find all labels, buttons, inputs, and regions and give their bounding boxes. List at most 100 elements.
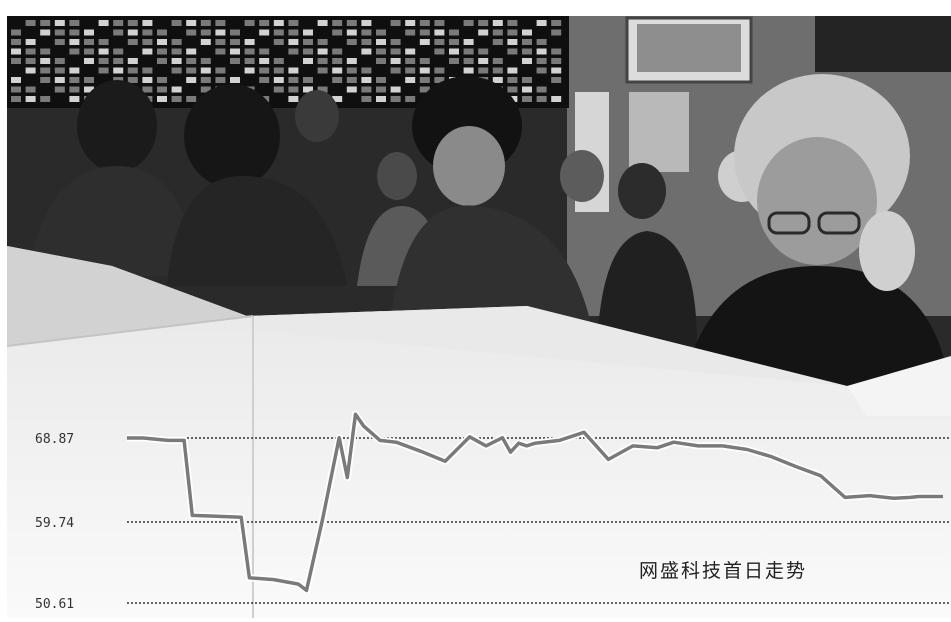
quote-board-cell [186, 48, 197, 55]
dark-window [815, 16, 951, 72]
quote-board-cell [405, 67, 416, 74]
quote-board-cell [317, 48, 328, 55]
quote-board-cell [434, 20, 445, 26]
chart-title: 网盛科技首日走势 [639, 560, 807, 582]
quote-board-cell [244, 58, 255, 64]
quote-board-cell [142, 29, 153, 36]
quote-board-cell [361, 29, 372, 36]
quote-board-cell [113, 48, 124, 55]
quote-board-cell [551, 77, 562, 83]
quote-board-cell [317, 20, 328, 26]
quote-board-cell [142, 67, 153, 74]
quote-board-cell [40, 58, 51, 64]
quote-board-cell [54, 58, 65, 64]
quote-board-cell [273, 29, 284, 36]
quote-board-cell [273, 58, 284, 64]
quote-board-cell [361, 48, 372, 55]
quote-board-cell [390, 48, 401, 55]
quote-board-cell [69, 39, 80, 45]
quote-board-cell [230, 48, 240, 55]
quote-board-cell [522, 77, 532, 83]
quote-board-cell [25, 67, 36, 74]
y-tick-label: 59.74 [35, 516, 74, 531]
quote-board-cell [288, 20, 299, 26]
quote-board-cell [449, 29, 459, 36]
quote-board-cell [25, 58, 36, 64]
quote-board-cell [230, 77, 240, 83]
quote-board-cell [405, 58, 416, 64]
quote-board-cell [434, 48, 445, 55]
quote-board-cell [551, 20, 562, 26]
quote-board-cell [259, 29, 270, 36]
quote-board-cell [113, 67, 124, 74]
quote-board-cell [361, 86, 372, 93]
quote-board-cell [346, 67, 357, 74]
quote-board-cell [11, 77, 21, 83]
quote-board-cell [288, 48, 299, 55]
quote-board-cell [405, 20, 416, 26]
quote-board-cell [346, 39, 357, 45]
quote-board-cell [186, 77, 197, 83]
quote-board-cell [361, 39, 372, 45]
quote-board-cell [25, 86, 36, 93]
quote-board-cell [98, 20, 109, 26]
quote-board-cell [157, 77, 167, 83]
quote-board-cell [69, 96, 80, 102]
quote-board-cell [230, 58, 240, 64]
quote-board-cell [113, 20, 124, 26]
quote-board-cell [405, 29, 416, 36]
quote-board-cell [507, 67, 518, 74]
quote-board-cell [127, 77, 138, 83]
quote-board-cell [463, 48, 474, 55]
quote-board-cell [127, 20, 138, 26]
quote-board-cell [259, 67, 270, 74]
quote-board-cell [463, 67, 474, 74]
quote-board-cell [244, 39, 255, 45]
quote-board-cell [230, 29, 240, 36]
quote-board-cell [157, 96, 167, 102]
quote-board-cell [463, 39, 474, 45]
quote-board-cell [551, 67, 562, 74]
quote-board-cell [11, 96, 21, 102]
quote-board-cell [157, 29, 167, 36]
quote-board-cell [157, 48, 167, 55]
quote-board-cell [171, 67, 182, 74]
quote-board-cell [54, 86, 65, 93]
quote-board-cell [200, 86, 211, 93]
quote-board-cell [507, 39, 518, 45]
quote-board-cell [11, 48, 21, 55]
quote-board-cell [492, 77, 503, 83]
quote-board-cell [522, 58, 532, 64]
quote-board-cell [84, 39, 94, 45]
quote-board-cell [157, 86, 167, 93]
quote-board-cell [449, 48, 459, 55]
quote-board-cell [536, 48, 547, 55]
quote-board-cell [303, 77, 313, 83]
quote-board-cell [25, 96, 36, 102]
quote-board-cell [11, 58, 21, 64]
quote-board-cell [390, 96, 401, 102]
quote-board-cell [69, 20, 80, 26]
quote-board-cell [259, 77, 270, 83]
quote-board-cell [522, 48, 532, 55]
quote-board-cell [332, 48, 343, 55]
quote-board-cell [244, 67, 255, 74]
quote-board-cell [84, 58, 94, 64]
quote-board-cell [69, 86, 80, 93]
quote-board-cell [113, 77, 124, 83]
quote-board-cell [171, 96, 182, 102]
quote-board-cell [40, 48, 51, 55]
quote-board-cell [346, 77, 357, 83]
quote-board-cell [215, 39, 226, 45]
quote-board-cell [171, 20, 182, 26]
price-chart: 68.87 59.74 50.61 网盛科技首日走势 [35, 410, 951, 612]
quote-board-cell [361, 20, 372, 26]
quote-board-cell [157, 39, 167, 45]
quote-board-cell [215, 48, 226, 55]
quote-board-cell [303, 58, 313, 64]
quote-board-cell [142, 39, 153, 45]
quote-board-cell [54, 77, 65, 83]
quote-board-cell [376, 48, 386, 55]
quote-board-cell [434, 29, 445, 36]
quote-board-cell [127, 67, 138, 74]
